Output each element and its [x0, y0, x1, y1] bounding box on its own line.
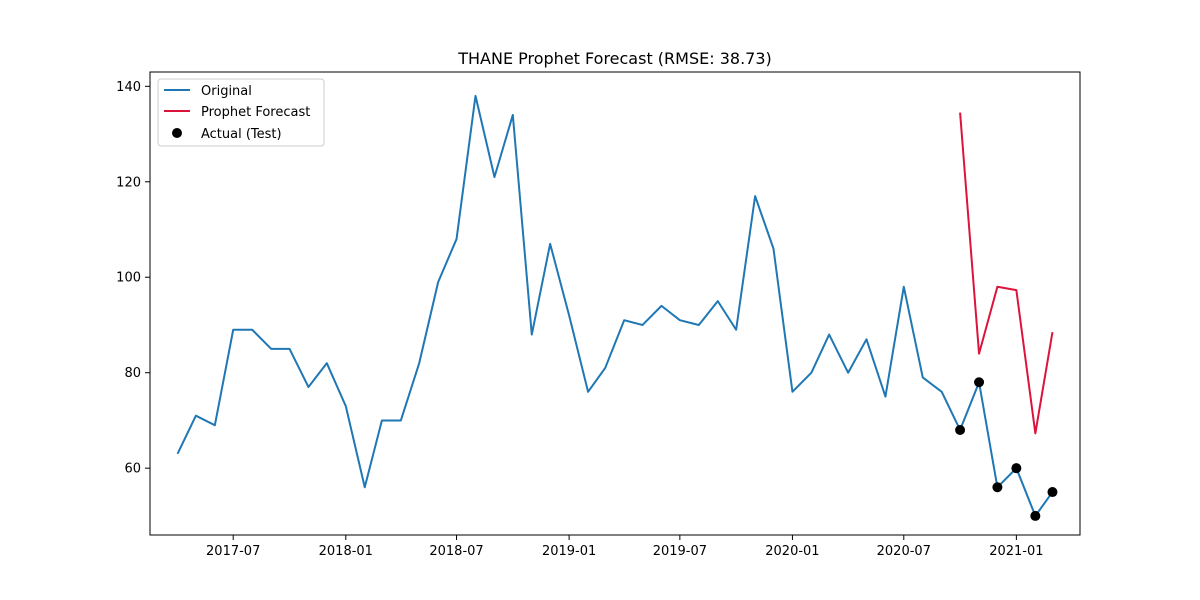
x-tick-label: 2020-07	[877, 544, 931, 559]
actual-test-point	[955, 424, 966, 435]
x-tick-label: 2017-07	[206, 544, 260, 559]
legend-original-label: Original	[201, 84, 252, 99]
legend-actual-swatch	[172, 128, 182, 138]
y-tick-label: 60	[124, 462, 141, 477]
legend-box	[157, 78, 325, 147]
legend: Original Prophet Forecast Actual (Test)	[157, 78, 325, 147]
x-tick-label: 2018-07	[429, 544, 483, 559]
y-tick-label: 100	[116, 271, 141, 286]
x-tick-label: 2019-07	[653, 544, 707, 559]
y-axis: 60 80 100 120 140	[116, 80, 150, 477]
x-tick-label: 2021-01	[989, 544, 1043, 559]
actual-test-point	[1047, 487, 1058, 498]
x-axis: 2017-07 2018-01 2018-07 2019-01 2019-07 2020-…	[206, 535, 1044, 559]
chart-title: THANE Prophet Forecast (RMSE: 38.73)	[457, 49, 772, 68]
plot-frame	[149, 71, 1081, 536]
x-tick-label: 2020-01	[765, 544, 819, 559]
actual-test-point	[1030, 510, 1041, 521]
original-series-line	[176, 94, 1054, 517]
actual-test-point	[974, 377, 985, 388]
x-tick-label: 2018-01	[319, 544, 373, 559]
forecast-series-line	[959, 112, 1054, 435]
y-tick-label: 120	[116, 175, 141, 190]
x-tick-label: 2019-01	[542, 544, 596, 559]
y-tick-label: 140	[116, 80, 141, 95]
actual-test-point	[992, 482, 1003, 493]
legend-actual-label: Actual (Test)	[201, 127, 282, 142]
legend-forecast-label: Prophet Forecast	[201, 105, 310, 120]
actual-test-point	[1011, 463, 1022, 474]
y-tick-label: 80	[124, 366, 141, 381]
series-layer	[176, 94, 1058, 521]
